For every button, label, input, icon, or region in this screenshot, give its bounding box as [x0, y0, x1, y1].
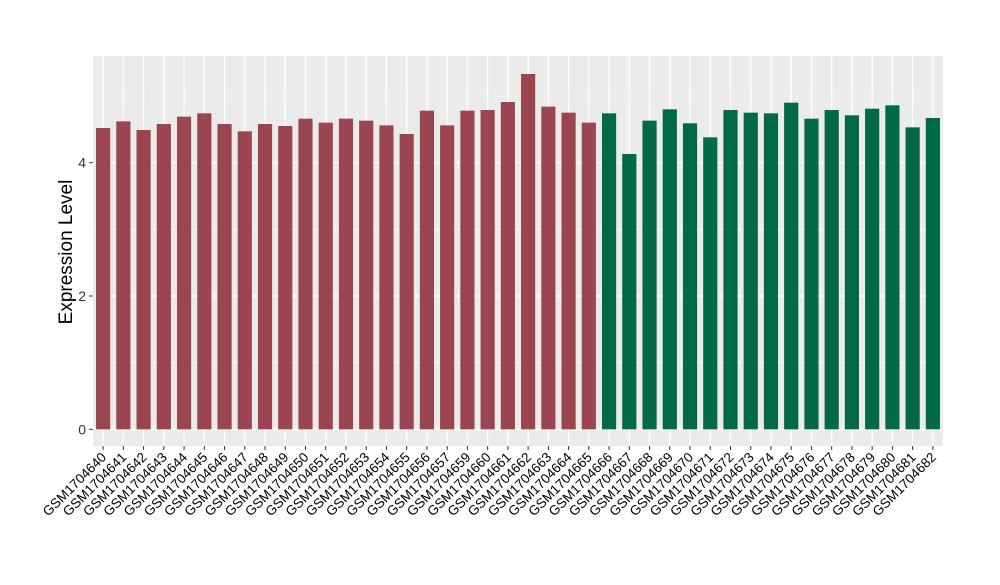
y-tick-label: 2 — [78, 288, 86, 304]
bar-GSM1704673 — [743, 112, 758, 430]
y-tick-label: 4 — [78, 155, 86, 171]
bar-GSM1704651 — [318, 122, 333, 430]
bar-GSM1704672 — [723, 110, 738, 430]
bar-GSM1704670 — [682, 123, 698, 430]
bar-GSM1704682 — [925, 118, 940, 430]
bar-GSM1704640 — [96, 128, 111, 430]
bar-GSM1704671 — [703, 137, 718, 430]
minor-gridlines — [93, 95, 943, 363]
bar-GSM1704647 — [237, 131, 252, 430]
bar-GSM1704649 — [278, 126, 293, 430]
bar-GSM1704668 — [642, 120, 657, 430]
bar-GSM1704661 — [500, 102, 515, 430]
bar-GSM1704676 — [804, 118, 819, 430]
bar-GSM1704656 — [419, 110, 435, 430]
bar-GSM1704645 — [197, 113, 212, 430]
bar-GSM1704660 — [480, 110, 495, 430]
bar-GSM1704646 — [217, 124, 232, 430]
bars-group — [96, 74, 940, 430]
bar-GSM1704666 — [601, 113, 617, 430]
bar-GSM1704677 — [824, 110, 839, 430]
bar-GSM1704643 — [156, 124, 171, 430]
bar-GSM1704657 — [440, 125, 455, 430]
bar-GSM1704681 — [905, 127, 920, 430]
bar-GSM1704679 — [865, 108, 880, 430]
bar-GSM1704663 — [541, 106, 556, 430]
bar-GSM1704675 — [784, 102, 799, 430]
bar-GSM1704653 — [359, 120, 374, 430]
bar-GSM1704680 — [885, 105, 900, 430]
plot-panel — [93, 56, 943, 446]
y-axis-label: Expression Level — [56, 180, 77, 325]
bar-GSM1704650 — [298, 118, 313, 430]
bar-GSM1704669 — [662, 109, 677, 430]
bar-GSM1704655 — [399, 134, 414, 430]
bar-GSM1704665 — [581, 122, 596, 430]
bar-GSM1704659 — [460, 110, 475, 430]
bar-GSM1704654 — [379, 125, 394, 430]
bar-GSM1704674 — [763, 113, 779, 430]
y-tick-label: 0 — [78, 421, 86, 437]
bar-GSM1704641 — [116, 121, 131, 430]
bar-GSM1704664 — [561, 112, 576, 430]
bar-GSM1704644 — [176, 116, 192, 430]
bar-GSM1704648 — [257, 124, 273, 430]
y-axis: 0 2 4 — [78, 155, 93, 437]
bar-GSM1704667 — [622, 154, 637, 430]
bar-GSM1704678 — [844, 115, 860, 430]
bar-GSM1704652 — [338, 118, 354, 430]
bar-GSM1704642 — [136, 130, 151, 430]
bar-GSM1704662 — [521, 74, 536, 430]
x-axis: GSM1704640GSM1704641GSM1704642GSM1704643… — [40, 446, 939, 519]
